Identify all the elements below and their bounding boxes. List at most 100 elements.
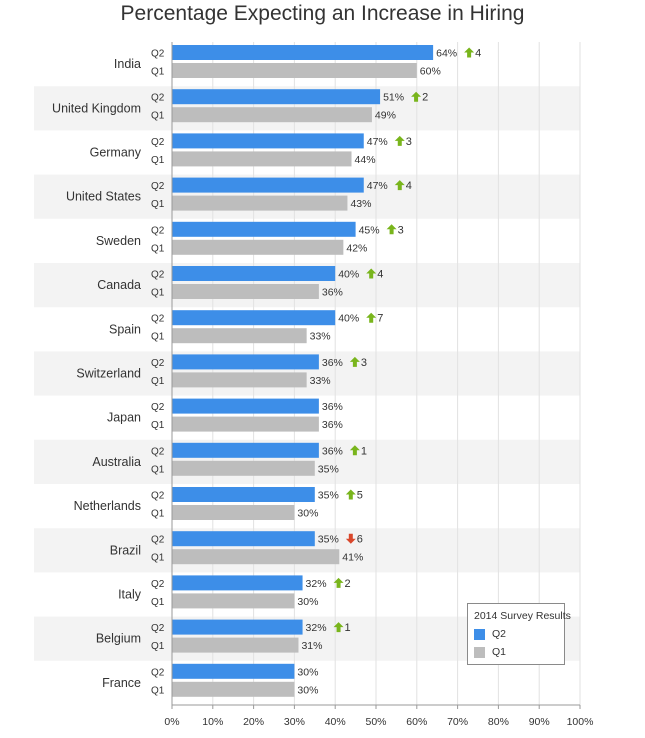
bar-q2: [172, 310, 336, 326]
data-label-q1: 36%: [322, 287, 343, 299]
series-label-q2: Q2: [151, 623, 165, 634]
series-label-q2: Q2: [151, 314, 165, 325]
x-tick-label: 0%: [164, 716, 179, 728]
arrow-down-icon: [345, 533, 356, 544]
series-label-q2: Q2: [151, 225, 165, 236]
bar-q2: [172, 531, 315, 547]
legend-item-q1: Q1: [474, 646, 506, 658]
category-label: Canada: [97, 278, 141, 292]
legend-label-q2: Q2: [492, 628, 507, 640]
data-label-q1: 41%: [342, 552, 363, 564]
arrow-up-icon: [366, 268, 377, 279]
series-label-q1: Q1: [151, 67, 165, 78]
series-label-q1: Q1: [151, 464, 165, 475]
data-label-q2: 36%: [322, 445, 343, 457]
x-tick-label: 40%: [325, 716, 346, 728]
change-label: 2: [345, 578, 351, 590]
bar-q2: [172, 45, 434, 60]
series-label-q2: Q2: [151, 535, 165, 546]
data-label-q1: 30%: [297, 596, 318, 608]
legend-swatch-q1: [474, 646, 485, 658]
change-label: 4: [377, 269, 383, 281]
data-label-q2: 40%: [338, 313, 359, 325]
data-label-q1: 44%: [355, 154, 376, 166]
category-label: United Kingdom: [52, 101, 141, 115]
category-label: Australia: [92, 455, 141, 469]
x-tick-label: 70%: [447, 716, 468, 728]
data-label-q2: 40%: [338, 269, 359, 281]
series-label-q1: Q1: [151, 332, 165, 343]
series-label-q2: Q2: [151, 358, 165, 369]
bar-q1: [172, 239, 344, 255]
bar-q2: [172, 619, 303, 635]
category-label: India: [114, 57, 141, 71]
series-label-q1: Q1: [151, 111, 165, 122]
series-label-q2: Q2: [151, 181, 165, 192]
bar-q1: [172, 107, 372, 123]
legend-label-q1: Q1: [492, 646, 507, 658]
bar-q2: [172, 177, 364, 193]
change-label: 3: [361, 357, 367, 369]
series-label-q2: Q2: [151, 49, 165, 60]
series-label-q2: Q2: [151, 667, 165, 678]
bar-q2: [172, 133, 364, 149]
bar-q1: [172, 593, 295, 609]
arrow-up-icon: [464, 47, 475, 58]
data-label-q2: 36%: [322, 357, 343, 369]
arrow-up-icon: [345, 489, 356, 500]
arrow-up-icon: [333, 622, 344, 633]
data-label-q2: 36%: [322, 401, 343, 413]
bar-q2: [172, 354, 319, 370]
x-tick-label: 80%: [488, 716, 509, 728]
bar-q2: [172, 89, 381, 105]
series-label-q2: Q2: [151, 491, 165, 502]
arrow-up-icon: [349, 445, 360, 456]
series-label-q1: Q1: [151, 509, 165, 520]
bar-q1: [172, 549, 340, 565]
arrow-up-icon: [366, 312, 377, 323]
arrow-up-icon: [411, 91, 422, 102]
change-label: 4: [475, 48, 481, 60]
data-label-q2: 32%: [306, 622, 327, 634]
arrow-up-icon: [394, 180, 405, 191]
series-label-q2: Q2: [151, 93, 165, 104]
arrow-up-icon: [394, 135, 405, 146]
bar-q2: [172, 266, 336, 281]
data-label-q2: 47%: [367, 136, 388, 148]
legend-swatch-q2: [474, 628, 485, 640]
category-label: Belgium: [96, 632, 141, 646]
arrow-up-icon: [386, 224, 397, 235]
bar-q1: [172, 372, 307, 388]
change-label: 4: [406, 180, 412, 192]
bar-q1: [172, 460, 315, 476]
series-label-q1: Q1: [151, 243, 165, 254]
series-label-q1: Q1: [151, 376, 165, 387]
bar-q1: [172, 505, 295, 520]
data-label-q1: 33%: [310, 375, 331, 387]
series-label-q1: Q1: [151, 288, 165, 299]
bar-q2: [172, 575, 303, 591]
bar-q2: [172, 221, 356, 237]
bar-q1: [172, 151, 352, 167]
series-label-q1: Q1: [151, 553, 165, 564]
change-label: 5: [357, 490, 363, 502]
data-label-q2: 47%: [367, 180, 388, 192]
series-label-q1: Q1: [151, 641, 165, 652]
legend: 2014 Survey Results Q2 Q1: [467, 603, 571, 665]
data-label-q2: 45%: [359, 224, 380, 236]
x-tick-label: 100%: [567, 716, 594, 728]
bar-q1: [172, 637, 299, 653]
data-label-q1: 30%: [297, 684, 318, 696]
chart-title: Percentage Expecting an Increase in Hiri…: [120, 2, 525, 25]
category-label: Italy: [118, 588, 142, 602]
data-label-q2: 30%: [297, 666, 318, 678]
category-label: France: [102, 676, 141, 690]
x-tick-label: 30%: [284, 716, 305, 728]
series-label-q1: Q1: [151, 420, 165, 431]
series-label-q1: Q1: [151, 199, 165, 210]
change-label: 7: [377, 313, 383, 325]
bar-q1: [172, 416, 319, 432]
bar-q1: [172, 63, 417, 78]
data-label-q1: 35%: [318, 463, 339, 475]
